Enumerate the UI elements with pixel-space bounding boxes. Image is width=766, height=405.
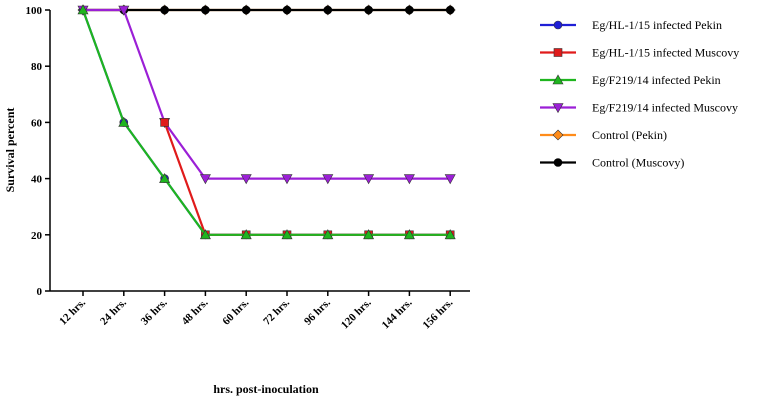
x-tick-label: 96 hrs. [302,296,333,327]
data-point [323,5,333,15]
legend-marker [552,129,564,141]
data-point [240,229,252,240]
x-tick-label: 48 hrs. [180,296,211,327]
data-point [444,229,456,240]
data-point [445,5,455,15]
legend-label: Eg/HL-1/15 infected Muscovy [592,46,739,60]
data-point [118,5,130,16]
data-point [403,174,415,185]
series-line [81,9,451,236]
legend-label: Eg/HL-1/15 infected Pekin [592,18,722,32]
y-tick-label: 40 [31,174,43,186]
legend-marker [552,74,564,85]
data-point [199,174,211,185]
data-point [444,174,456,185]
data-point [282,5,292,15]
y-tick-label: 60 [31,117,43,129]
data-point [118,116,130,127]
legend-item: Eg/F219/14 infected Muscovy [540,101,738,115]
legend-marker [553,158,563,167]
y-tick-label: 100 [26,5,43,17]
series-line [81,9,451,236]
axes: 0 20 40 60 80 100 12 hrs. 24 hrs. 36 hrs. 48 hrs.… [26,5,470,331]
y-tick-label: 80 [31,61,43,73]
data-point [363,174,375,185]
y-tick-label: 0 [37,286,43,298]
data-point [240,174,252,185]
data-point [364,5,373,15]
series-layer [77,4,456,240]
x-tick-label: 60 hrs. [220,296,251,327]
data-point [201,5,210,15]
x-axis-title: hrs. post-inoculation [213,382,319,396]
legend-item: Control (Muscovy) [540,156,684,170]
data-point [281,229,293,240]
series-6 [78,5,455,15]
legend-item: Control (Pekin) [540,128,667,142]
legend-item: Eg/HL-1/15 infected Pekin [540,18,722,32]
legend-label: Control (Pekin) [592,128,667,142]
legend-marker [552,103,564,114]
data-point [405,5,414,15]
x-tick-label: 12 hrs. [57,296,88,327]
legend-marker [553,48,563,57]
data-point [160,118,169,127]
series-3 [77,4,456,240]
x-tick-label: 72 hrs. [261,296,292,327]
legend-marker [553,20,563,30]
data-point [322,174,334,185]
legend: Eg/HL-1/15 infected Pekin Eg/HL-1/15 infe… [540,18,739,170]
x-tick-label: 36 hrs. [139,296,170,327]
legend-item: Eg/HL-1/15 infected Muscovy [540,46,739,60]
y-axis-title: Survival percent [3,108,17,193]
data-point [403,229,415,240]
legend-item: Eg/F219/14 infected Pekin [540,73,721,87]
y-tick-label: 20 [31,230,43,242]
data-point [77,4,89,15]
data-point [159,172,171,183]
x-tick-label: 120 hrs. [339,296,374,331]
data-point [363,229,375,240]
data-point [241,5,251,15]
series-line [83,8,451,180]
legend-label: Eg/F219/14 infected Muscovy [592,101,738,115]
data-point [160,5,169,15]
legend-label: Control (Muscovy) [592,156,684,170]
data-point [281,174,293,185]
data-point [199,229,211,240]
legend-label: Eg/F219/14 infected Pekin [592,73,721,87]
series-4 [77,5,456,185]
data-point [322,229,334,240]
x-tick-label: 156 hrs. [420,296,455,331]
x-tick-label: 24 hrs. [98,296,129,327]
x-tick-label: 144 hrs. [380,296,415,331]
